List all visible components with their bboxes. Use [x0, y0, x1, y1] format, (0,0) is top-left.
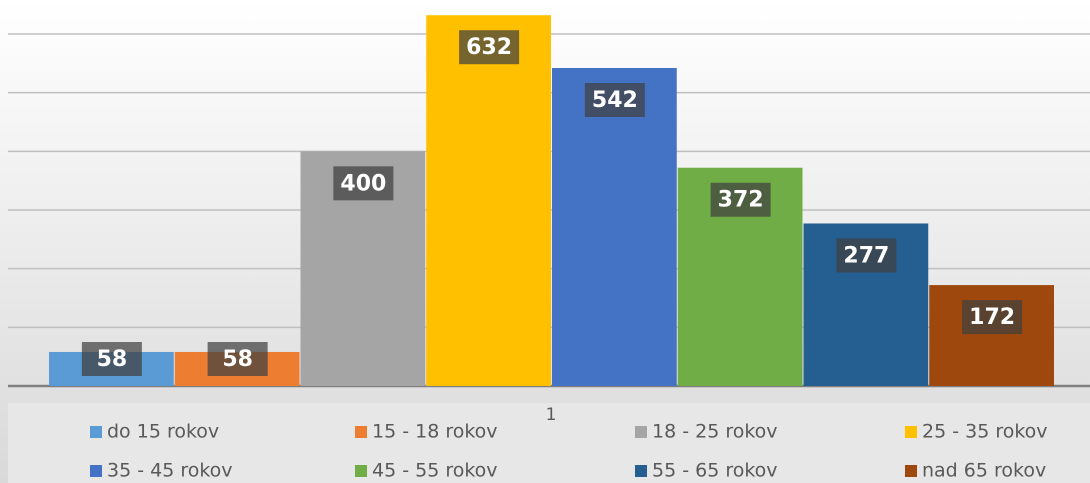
data-label: 277 [843, 243, 889, 268]
legend-label: 25 - 35 rokov [922, 421, 1048, 443]
data-label-box [584, 83, 645, 118]
data-label-box [333, 166, 394, 201]
data-label-box [459, 30, 520, 65]
data-label-box [710, 182, 771, 217]
legend-swatch [355, 426, 367, 438]
data-label: 542 [592, 88, 638, 113]
legend-swatch [90, 426, 102, 438]
data-label: 58 [97, 347, 128, 372]
legend-label: 35 - 45 rokov [107, 460, 233, 482]
data-label: 372 [718, 188, 764, 213]
legend-label: 15 - 18 rokov [372, 421, 498, 443]
legend-label: 45 - 55 rokov [372, 460, 498, 482]
data-label-box [836, 238, 897, 273]
legend-swatch [905, 426, 917, 438]
data-label: 632 [466, 35, 512, 60]
legend-label: 55 - 65 rokov [652, 460, 778, 482]
data-label: 172 [969, 305, 1015, 330]
legend-label: nad 65 rokov [922, 460, 1046, 482]
legend-label: do 15 rokov [107, 421, 219, 443]
data-label-box [81, 342, 142, 376]
data-label-box [207, 342, 268, 376]
data-label-box [962, 300, 1023, 335]
legend-label: 18 - 25 rokov [652, 421, 778, 443]
bar [426, 15, 551, 387]
legend-swatch [635, 426, 647, 438]
data-label: 58 [222, 347, 253, 372]
legend-swatch [355, 465, 367, 477]
legend-swatch [635, 465, 647, 477]
x-tick-label: 1 [546, 405, 557, 425]
legend-swatch [905, 465, 917, 477]
legend-swatch [90, 465, 102, 477]
bar [552, 68, 677, 386]
data-label: 400 [340, 171, 386, 196]
